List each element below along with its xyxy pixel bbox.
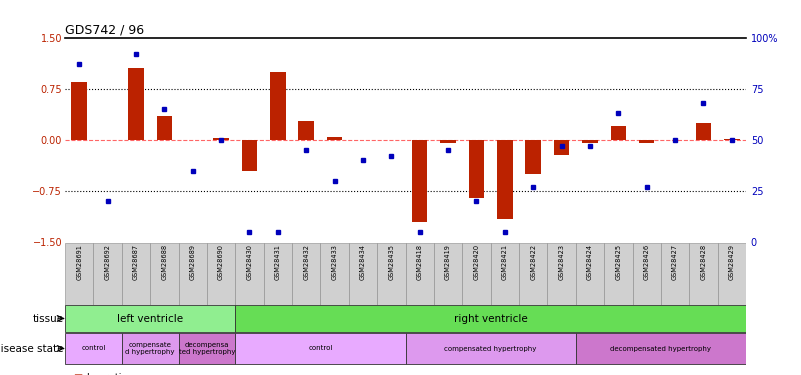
Text: log ratio: log ratio — [87, 373, 128, 375]
Bar — [348, 243, 377, 304]
Bar — [724, 139, 739, 140]
Text: GSM28435: GSM28435 — [388, 244, 394, 280]
Bar — [576, 243, 604, 304]
Bar — [633, 243, 661, 304]
Text: GSM28425: GSM28425 — [615, 244, 622, 280]
Bar — [235, 305, 746, 332]
Text: GSM28431: GSM28431 — [275, 244, 281, 280]
Text: compensated hypertrophy: compensated hypertrophy — [445, 345, 537, 351]
Bar — [235, 243, 264, 304]
Text: GSM28422: GSM28422 — [530, 244, 536, 280]
Bar — [661, 243, 689, 304]
Bar — [405, 333, 576, 364]
Text: GSM28419: GSM28419 — [445, 244, 451, 280]
Bar — [377, 243, 405, 304]
Bar — [94, 243, 122, 304]
Bar — [462, 243, 491, 304]
Bar — [207, 243, 235, 304]
Bar — [412, 140, 428, 222]
Text: right ventricle: right ventricle — [453, 314, 528, 324]
Bar — [65, 243, 94, 304]
Text: control: control — [308, 345, 332, 351]
Text: GSM28688: GSM28688 — [161, 244, 167, 280]
Bar — [235, 333, 405, 364]
Bar — [582, 140, 598, 143]
Bar — [122, 243, 150, 304]
Text: control: control — [81, 345, 106, 351]
Bar — [242, 140, 257, 171]
Text: GSM28689: GSM28689 — [190, 244, 195, 280]
Bar — [150, 243, 179, 304]
Text: decompensated hypertrophy: decompensated hypertrophy — [610, 345, 711, 351]
Text: decompensa
ted hypertrophy: decompensa ted hypertrophy — [179, 342, 235, 355]
Bar — [270, 72, 286, 140]
Text: GSM28428: GSM28428 — [700, 244, 706, 280]
Bar — [292, 243, 320, 304]
Text: GSM28423: GSM28423 — [558, 244, 565, 280]
Text: GSM28432: GSM28432 — [304, 244, 309, 280]
Bar — [65, 305, 235, 332]
Bar — [299, 121, 314, 140]
Text: ■: ■ — [73, 373, 83, 375]
Bar — [156, 116, 172, 140]
Bar — [695, 123, 711, 140]
Bar — [128, 68, 143, 140]
Text: GSM28426: GSM28426 — [644, 244, 650, 280]
Bar — [264, 243, 292, 304]
Bar — [71, 82, 87, 140]
Bar — [689, 243, 718, 304]
Bar — [179, 333, 235, 364]
Text: GSM28420: GSM28420 — [473, 244, 480, 280]
Text: GSM28433: GSM28433 — [332, 244, 337, 280]
Bar — [179, 243, 207, 304]
Bar — [327, 137, 342, 140]
Text: left ventricle: left ventricle — [117, 314, 183, 324]
Text: GSM28424: GSM28424 — [587, 244, 593, 280]
Bar — [519, 243, 547, 304]
Bar — [405, 243, 434, 304]
Text: GSM28418: GSM28418 — [417, 244, 423, 280]
Bar — [553, 140, 570, 155]
Bar — [65, 333, 122, 364]
Text: GSM28427: GSM28427 — [672, 244, 678, 280]
Text: GSM28692: GSM28692 — [105, 244, 111, 280]
Bar — [547, 243, 576, 304]
Text: GDS742 / 96: GDS742 / 96 — [65, 23, 144, 36]
Text: disease state: disease state — [0, 344, 63, 354]
Bar — [320, 243, 348, 304]
Bar — [213, 138, 229, 140]
Text: GSM28430: GSM28430 — [247, 244, 252, 280]
Bar — [576, 333, 746, 364]
Text: GSM28421: GSM28421 — [501, 244, 508, 280]
Text: tissue: tissue — [33, 314, 63, 324]
Text: GSM28429: GSM28429 — [729, 244, 735, 280]
Text: GSM28690: GSM28690 — [218, 244, 224, 280]
Bar — [434, 243, 462, 304]
Text: compensate
d hypertrophy: compensate d hypertrophy — [126, 342, 175, 355]
Bar — [604, 243, 633, 304]
Bar — [122, 333, 179, 364]
Text: GSM28687: GSM28687 — [133, 244, 139, 280]
Bar — [610, 126, 626, 140]
Bar — [469, 140, 485, 198]
Text: GSM28434: GSM28434 — [360, 244, 366, 280]
Bar — [525, 140, 541, 174]
Text: GSM28691: GSM28691 — [76, 244, 83, 280]
Bar — [491, 243, 519, 304]
Bar — [718, 243, 746, 304]
Bar — [497, 140, 513, 219]
Bar — [441, 140, 456, 143]
Bar — [639, 140, 654, 143]
